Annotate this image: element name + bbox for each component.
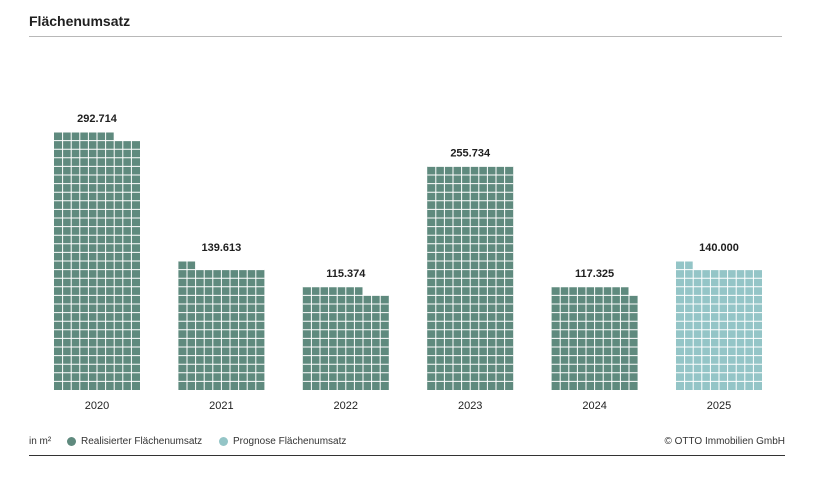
x-tick-2021: 2021 bbox=[209, 400, 233, 412]
unit-label: in m² bbox=[29, 436, 52, 447]
x-tick-2024: 2024 bbox=[582, 400, 606, 412]
value-label-2023: 255.734 bbox=[450, 147, 491, 159]
x-tick-2020: 2020 bbox=[85, 400, 109, 412]
x-tick-2023: 2023 bbox=[458, 400, 482, 412]
footer-divider bbox=[29, 455, 785, 456]
legend-realized: Realisierter Flächenumsatz bbox=[67, 436, 202, 447]
chart-footer: in m² Realisierter Flächenumsatz Prognos… bbox=[29, 436, 785, 452]
chart-title: Flächenumsatz bbox=[29, 13, 131, 29]
bar-2025 bbox=[676, 260, 762, 390]
value-label-2024: 117.325 bbox=[575, 268, 614, 280]
bar-chart: 292.714 2020 139.613 2021 115.374 2022 255.734… bbox=[54, 113, 762, 412]
x-tick-2025: 2025 bbox=[707, 400, 731, 412]
legend-realized-dot bbox=[67, 437, 76, 446]
bar-2022 bbox=[302, 286, 389, 390]
legend-forecast-label: Prognose Flächenumsatz bbox=[233, 436, 347, 447]
bar-2020 bbox=[54, 131, 140, 390]
x-tick-2022: 2022 bbox=[334, 400, 358, 412]
value-label-2021: 139.613 bbox=[202, 242, 242, 254]
bar-2024 bbox=[551, 286, 638, 390]
legend-realized-label: Realisierter Flächenumsatz bbox=[81, 436, 203, 447]
bar-2023 bbox=[427, 165, 514, 390]
bar-2021 bbox=[178, 260, 265, 390]
value-label-2020: 292.714 bbox=[77, 113, 118, 125]
title-divider bbox=[29, 36, 782, 37]
legend-forecast-dot bbox=[219, 437, 228, 446]
legend-forecast: Prognose Flächenumsatz bbox=[219, 436, 346, 447]
value-label-2022: 115.374 bbox=[326, 268, 366, 280]
source-credit: © OTTO Immobilien GmbH bbox=[664, 436, 785, 447]
value-label-2025: 140.000 bbox=[699, 242, 739, 254]
